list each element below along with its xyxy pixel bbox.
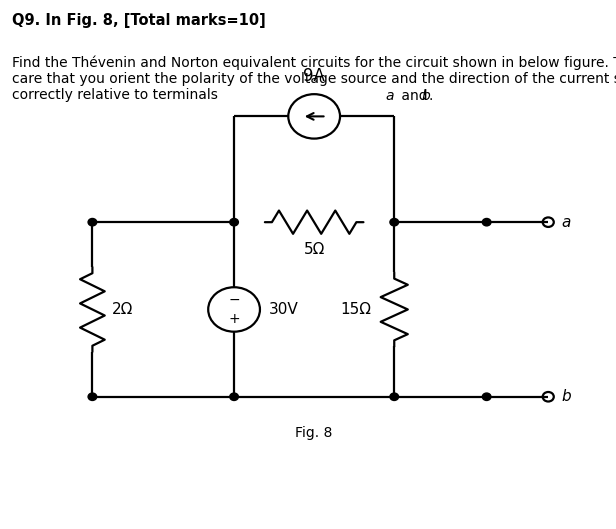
Text: b: b (422, 89, 431, 103)
Text: and: and (397, 89, 432, 103)
Text: .: . (428, 89, 432, 103)
Text: −: − (229, 293, 240, 307)
Text: Fig. 8: Fig. 8 (296, 426, 333, 440)
Text: +: + (229, 312, 240, 326)
Text: 9A: 9A (303, 67, 325, 85)
Circle shape (390, 218, 399, 226)
Circle shape (88, 218, 97, 226)
Circle shape (230, 218, 238, 226)
Circle shape (482, 218, 491, 226)
Text: 5Ω: 5Ω (304, 242, 325, 257)
Text: 30V: 30V (269, 302, 299, 317)
Text: b: b (562, 389, 572, 404)
Text: a: a (385, 89, 394, 103)
Text: 15Ω: 15Ω (340, 302, 371, 317)
Circle shape (482, 393, 491, 400)
Text: a: a (562, 215, 571, 230)
Text: Find the Thévenin and Norton equivalent circuits for the circuit shown in below : Find the Thévenin and Norton equivalent … (12, 56, 616, 103)
Circle shape (88, 393, 97, 400)
Text: Q9. In Fig. 8, [Total marks=10]: Q9. In Fig. 8, [Total marks=10] (12, 13, 266, 28)
Circle shape (390, 393, 399, 400)
Circle shape (230, 393, 238, 400)
Text: 2Ω: 2Ω (112, 302, 134, 317)
